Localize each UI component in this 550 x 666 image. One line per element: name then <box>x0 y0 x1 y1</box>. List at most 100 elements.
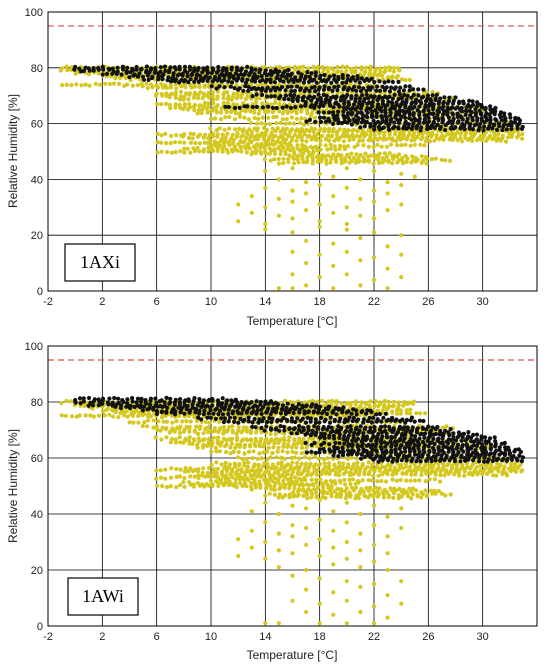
data-point <box>512 120 518 125</box>
data-point <box>187 429 192 434</box>
data-point <box>508 469 514 474</box>
data-point <box>355 129 360 134</box>
data-point <box>427 477 432 482</box>
data-point <box>268 79 273 85</box>
data-point <box>317 435 323 440</box>
data-point <box>322 419 327 424</box>
data-point <box>363 438 368 443</box>
data-point <box>509 123 514 128</box>
data-point <box>298 120 303 125</box>
data-point <box>350 438 355 443</box>
data-point <box>263 168 268 174</box>
data-point <box>374 114 379 119</box>
data-point <box>290 534 295 539</box>
data-point <box>179 84 184 89</box>
data-point <box>363 466 368 472</box>
data-point <box>415 135 420 140</box>
data-point <box>277 87 283 92</box>
data-point <box>206 430 211 435</box>
data-point <box>113 404 118 409</box>
data-point <box>144 81 149 86</box>
data-point <box>136 420 141 425</box>
data-point <box>408 143 413 148</box>
data-point <box>413 101 418 106</box>
data-point <box>364 485 369 491</box>
data-point <box>132 404 137 410</box>
data-point <box>220 68 225 73</box>
data-point <box>312 105 317 110</box>
data-point <box>316 410 321 415</box>
data-point <box>163 427 168 432</box>
data-point <box>395 143 400 148</box>
data-point <box>236 537 241 542</box>
data-point <box>140 423 145 429</box>
data-point <box>483 435 488 440</box>
data-point <box>247 127 252 132</box>
data-point <box>349 96 354 101</box>
data-point <box>276 531 281 536</box>
data-point <box>208 408 213 413</box>
data-point <box>312 440 317 446</box>
series <box>59 398 525 501</box>
data-point <box>304 525 309 531</box>
data-point <box>515 126 520 131</box>
data-point <box>221 431 226 436</box>
data-point <box>155 131 160 136</box>
data-point <box>180 419 185 424</box>
data-point <box>220 412 226 417</box>
data-point <box>282 431 287 436</box>
data-point <box>331 210 336 215</box>
data-point <box>182 146 187 151</box>
data-point <box>197 141 202 146</box>
data-point <box>399 494 404 499</box>
data-point <box>276 511 281 517</box>
data-point <box>317 202 322 207</box>
data-point <box>213 407 218 412</box>
data-point <box>365 115 370 120</box>
data-point <box>235 92 240 97</box>
data-point <box>459 109 465 114</box>
data-point <box>399 252 404 257</box>
data-point <box>165 405 170 410</box>
data-point <box>501 124 506 129</box>
data-point <box>272 157 277 162</box>
data-point <box>453 106 458 111</box>
data-point <box>205 70 210 76</box>
data-point <box>267 416 272 421</box>
data-point <box>101 67 106 72</box>
data-point <box>279 460 284 465</box>
data-point <box>222 466 227 471</box>
data-point <box>229 441 234 446</box>
data-point <box>226 407 231 412</box>
data-point <box>250 94 255 99</box>
data-point <box>261 450 266 455</box>
data-point <box>305 111 310 116</box>
data-point <box>239 411 244 416</box>
data-point <box>361 489 366 494</box>
data-point <box>182 64 188 69</box>
data-point <box>242 402 247 407</box>
data-point <box>446 115 451 120</box>
data-point <box>220 132 225 137</box>
data-point <box>86 72 91 77</box>
data-point <box>371 581 377 587</box>
data-point <box>242 463 247 468</box>
data-point <box>209 116 214 121</box>
data-point <box>341 437 346 442</box>
data-point <box>341 109 346 114</box>
data-point <box>236 202 241 207</box>
data-point <box>131 73 136 78</box>
data-point <box>227 142 232 148</box>
data-point <box>334 132 339 137</box>
data-point <box>186 80 191 85</box>
data-point <box>194 73 199 78</box>
data-point <box>371 473 376 479</box>
data-point <box>218 443 223 448</box>
data-point <box>340 466 345 471</box>
data-point <box>331 545 336 550</box>
data-point <box>370 109 375 114</box>
data-point <box>340 80 345 85</box>
data-point <box>263 402 268 407</box>
data-point <box>333 440 338 445</box>
data-point <box>282 485 287 490</box>
